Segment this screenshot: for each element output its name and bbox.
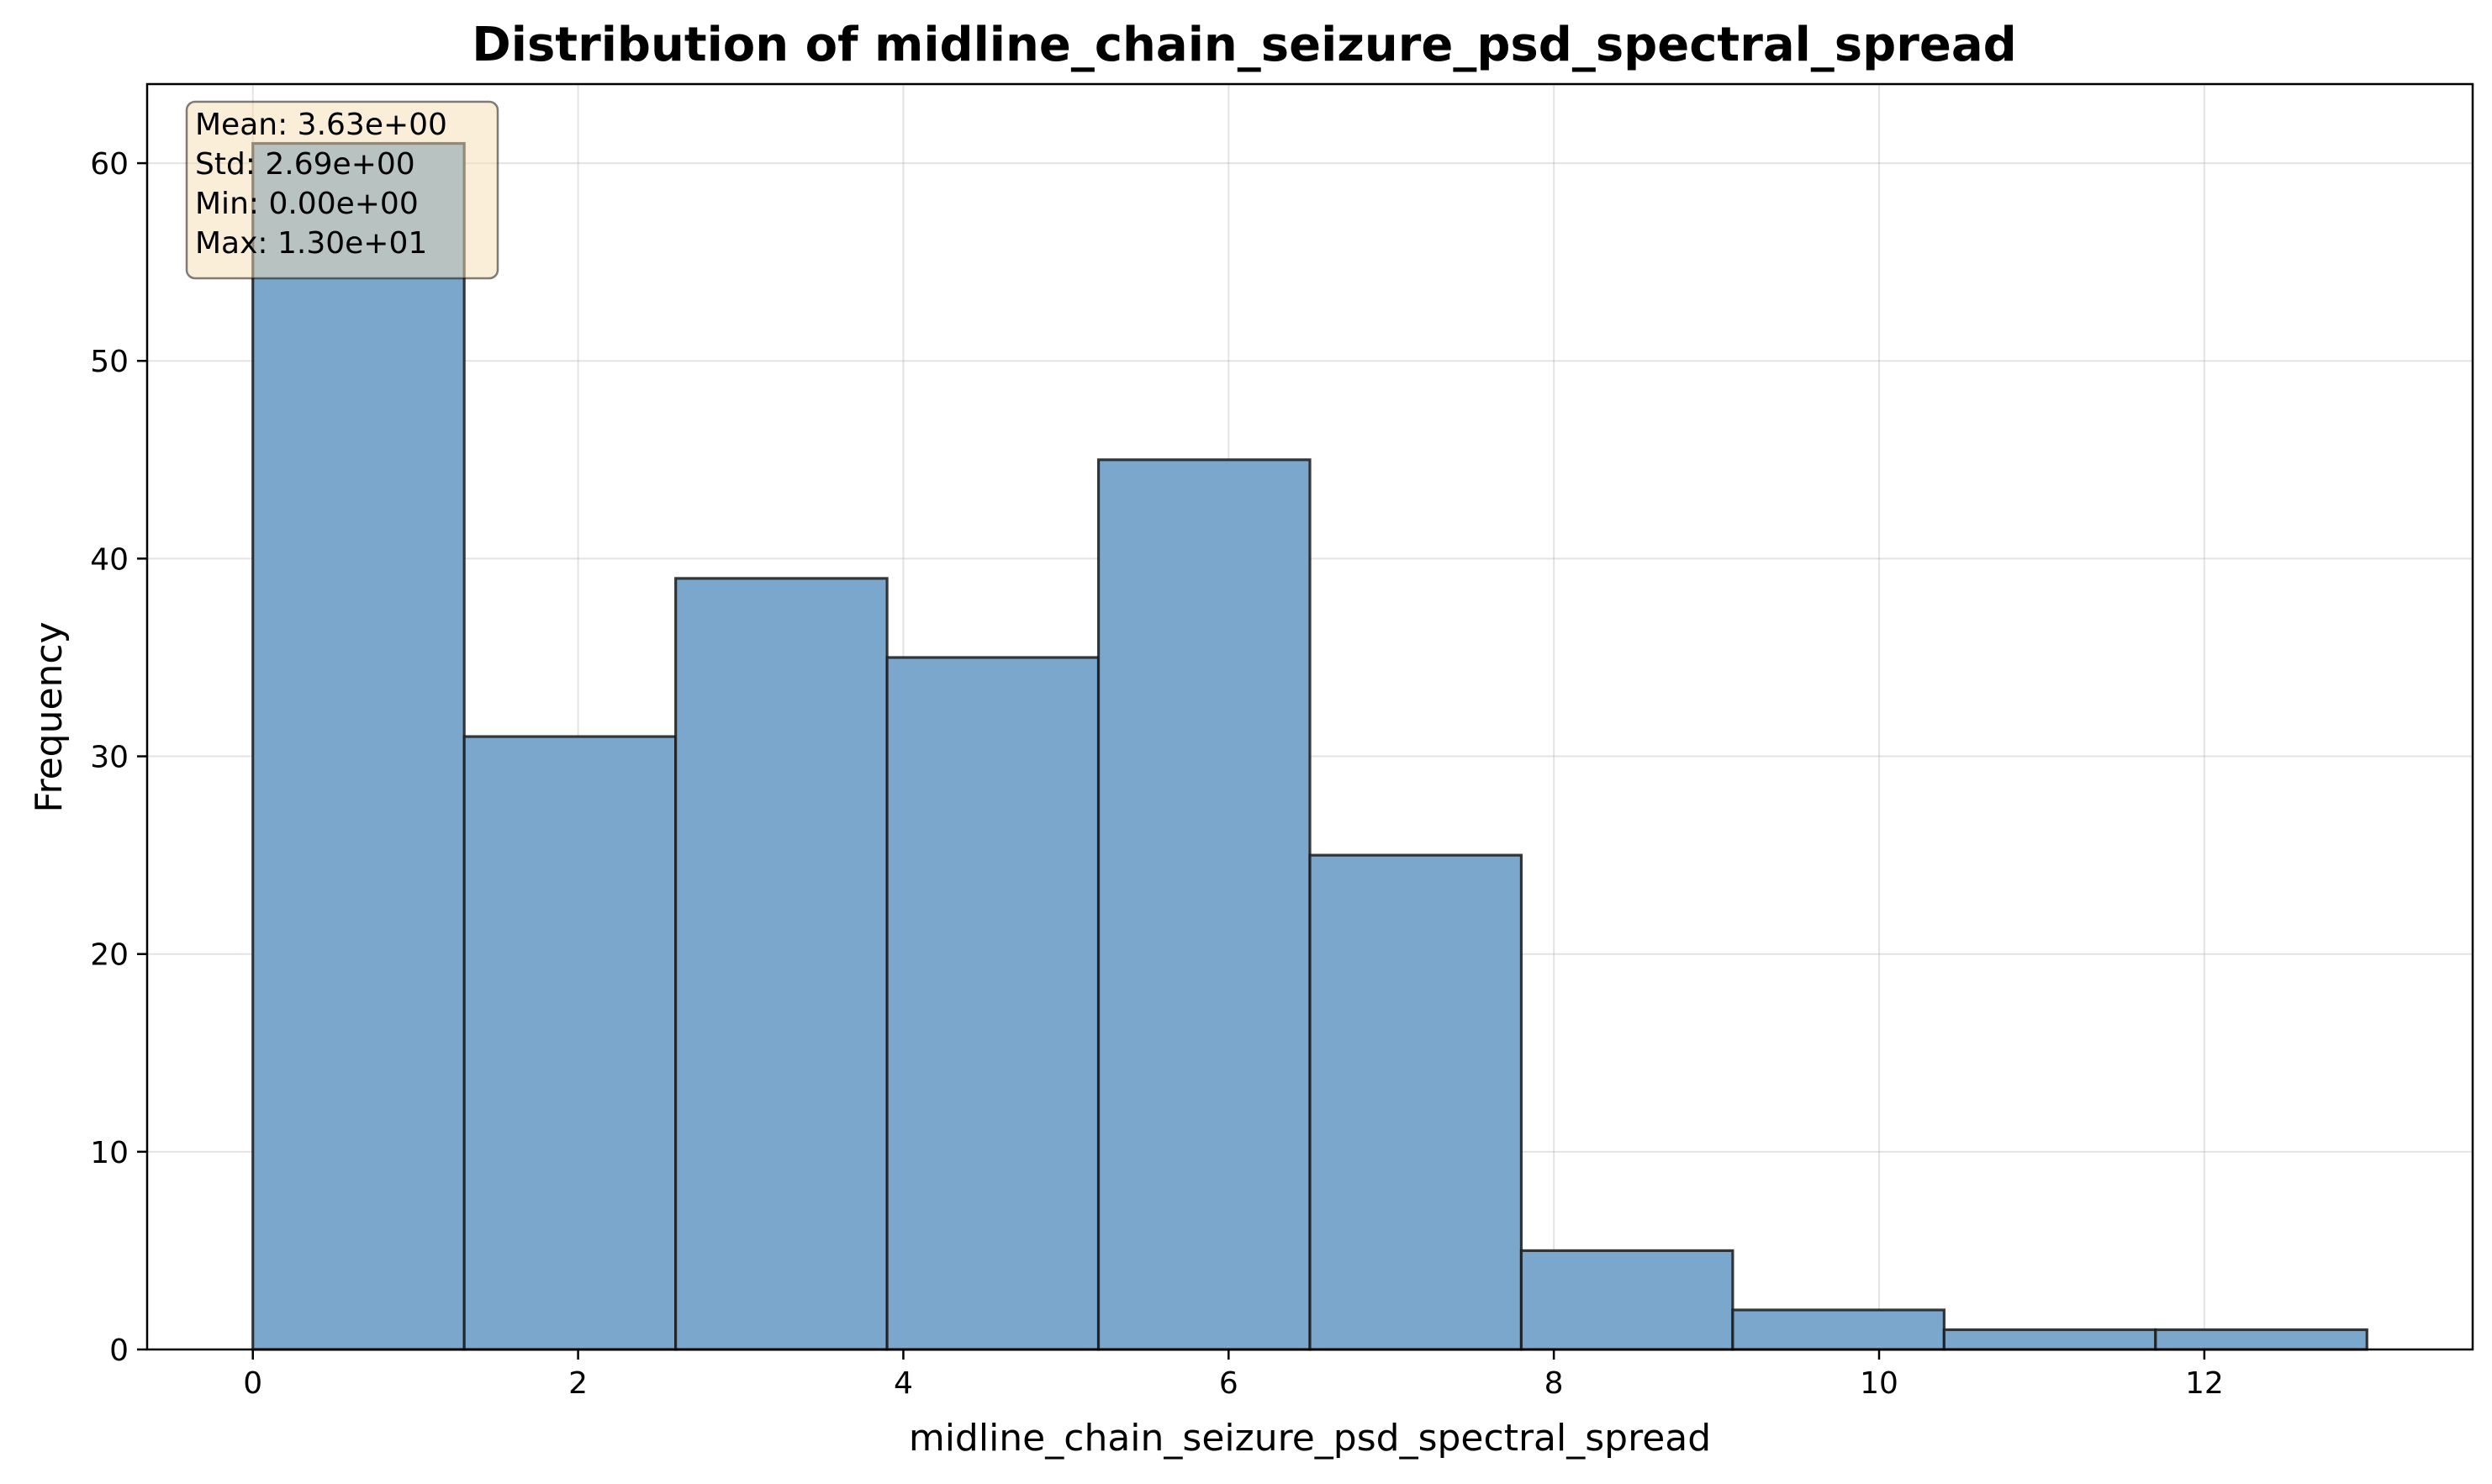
- histogram-bar: [2154, 1328, 2368, 1351]
- stats-min: Min: 0.00e+00: [195, 187, 419, 221]
- stats-max: Max: 1.30e+01: [195, 226, 427, 261]
- stats-std: Std: 2.69e+00: [195, 147, 415, 182]
- histogram-bar: [251, 141, 466, 1351]
- histogram-bar: [1942, 1328, 2157, 1351]
- y-axis-label: Frequency: [28, 621, 71, 812]
- y-tick-label: 50: [90, 345, 129, 379]
- histogram-bar: [1519, 1249, 1734, 1351]
- histogram-bar: [885, 656, 1101, 1351]
- y-tick-label: 0: [109, 1333, 129, 1368]
- histogram-bar: [1096, 458, 1312, 1351]
- histogram-bar: [462, 735, 678, 1351]
- x-axis-ticks: 0 2 4 6 8 10 12: [243, 1349, 2224, 1401]
- x-tick-label: 12: [2185, 1366, 2224, 1401]
- chart-title: Distribution of midline_chain_seizure_ps…: [472, 18, 2016, 72]
- y-tick-label: 40: [90, 542, 129, 577]
- x-axis-label: midline_chain_seizure_psd_spectral_sprea…: [909, 1417, 1711, 1460]
- histogram-bars: [251, 141, 2368, 1351]
- y-tick-label: 30: [90, 741, 129, 775]
- histogram-bar: [1308, 853, 1523, 1351]
- stats-box: Mean: 3.63e+00 Std: 2.69e+00 Min: 0.00e+…: [185, 100, 499, 280]
- histogram-bar: [1731, 1308, 1946, 1351]
- x-tick-label: 4: [894, 1366, 913, 1401]
- x-tick-label: 6: [1219, 1366, 1238, 1401]
- x-tick-label: 10: [1860, 1366, 1898, 1401]
- stats-mean: Mean: 3.63e+00: [195, 108, 447, 142]
- histogram-bar: [674, 577, 889, 1351]
- x-tick-label: 0: [243, 1366, 262, 1401]
- y-tick-label: 10: [90, 1136, 129, 1170]
- y-tick-label: 20: [90, 938, 129, 973]
- y-axis-ticks: 0 10 20 30 40 50 60: [90, 147, 147, 1368]
- plot-frame: [145, 82, 2474, 1351]
- x-tick-label: 8: [1544, 1366, 1564, 1401]
- stats-box-background: [185, 100, 499, 280]
- y-tick-label: 60: [90, 147, 129, 182]
- x-tick-label: 2: [568, 1366, 588, 1401]
